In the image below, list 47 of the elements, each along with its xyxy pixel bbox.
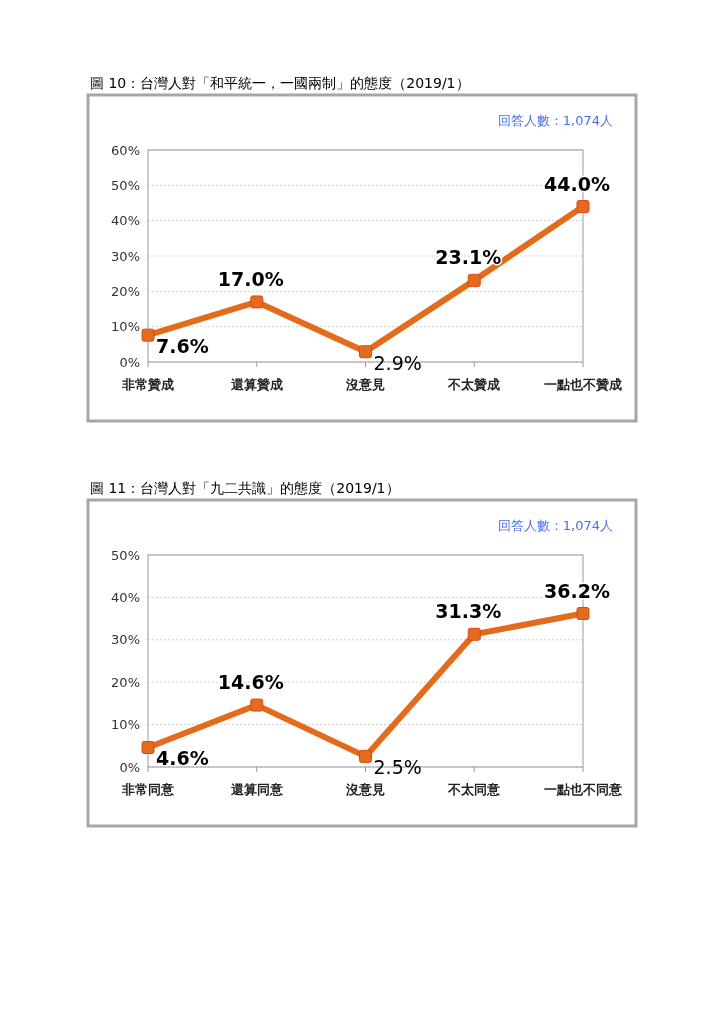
x-tick-label: 非常同意: [121, 782, 175, 797]
x-tick-label: 不太同意: [447, 782, 502, 797]
data-label: 4.6%: [156, 747, 209, 770]
point: [467, 273, 481, 287]
point: [250, 295, 264, 309]
point: [576, 200, 590, 214]
y-tick-label: 40%: [111, 213, 140, 229]
y-tick-label: 10%: [111, 717, 140, 733]
x-tick-label: 沒意見: [345, 782, 385, 797]
x-tick-label: 一點也不同意: [544, 782, 623, 797]
y-tick-label: 40%: [111, 589, 140, 605]
point: [141, 328, 155, 342]
point: [141, 741, 155, 754]
chart-title: 圖 10：台灣人對「和平統一，一國兩制」的態度（2019/1）: [90, 75, 470, 91]
y-tick-label: 60%: [111, 142, 140, 158]
y-tick-label: 30%: [111, 248, 140, 264]
point: [576, 607, 590, 621]
data-label: 2.5%: [373, 756, 422, 779]
y-tick-label: 20%: [111, 674, 140, 690]
data-label: 14.6%: [217, 671, 284, 694]
x-tick-label: 還算贊成: [229, 377, 283, 392]
data-label: 36.2%: [544, 579, 610, 602]
data-label: 7.6%: [156, 335, 209, 358]
x-tick-label: 非常贊成: [121, 377, 174, 392]
data-label: 17.0%: [217, 267, 284, 290]
y-tick-label: 0%: [119, 759, 140, 775]
y-tick-label: 30%: [111, 632, 140, 648]
y-tick-label: 50%: [111, 547, 140, 563]
y-tick-label: 50%: [111, 177, 140, 193]
x-tick-label: 沒意見: [345, 377, 385, 392]
text: 回答人數：1,074人: [497, 518, 613, 533]
x-tick-label: 還算同意: [229, 782, 284, 797]
data-label: 44.0%: [544, 172, 610, 195]
x-tick-label: 一點也不贊成: [544, 377, 622, 392]
data-label: 23.1%: [435, 246, 502, 269]
point: [250, 698, 264, 712]
y-tick-label: 10%: [111, 319, 140, 335]
point: [467, 627, 481, 641]
data-label: 2.9%: [373, 351, 422, 374]
chart-title: 圖 11：台灣人對「九二共識」的態度（2019/1）: [90, 480, 400, 496]
y-tick-label: 0%: [119, 354, 140, 370]
point: [359, 749, 372, 763]
x-tick-label: 不太贊成: [447, 377, 501, 392]
point: [359, 345, 372, 359]
data-label: 31.3%: [435, 600, 502, 623]
y-tick-label: 20%: [111, 283, 140, 299]
text: 回答人數：1,074人: [497, 113, 613, 128]
